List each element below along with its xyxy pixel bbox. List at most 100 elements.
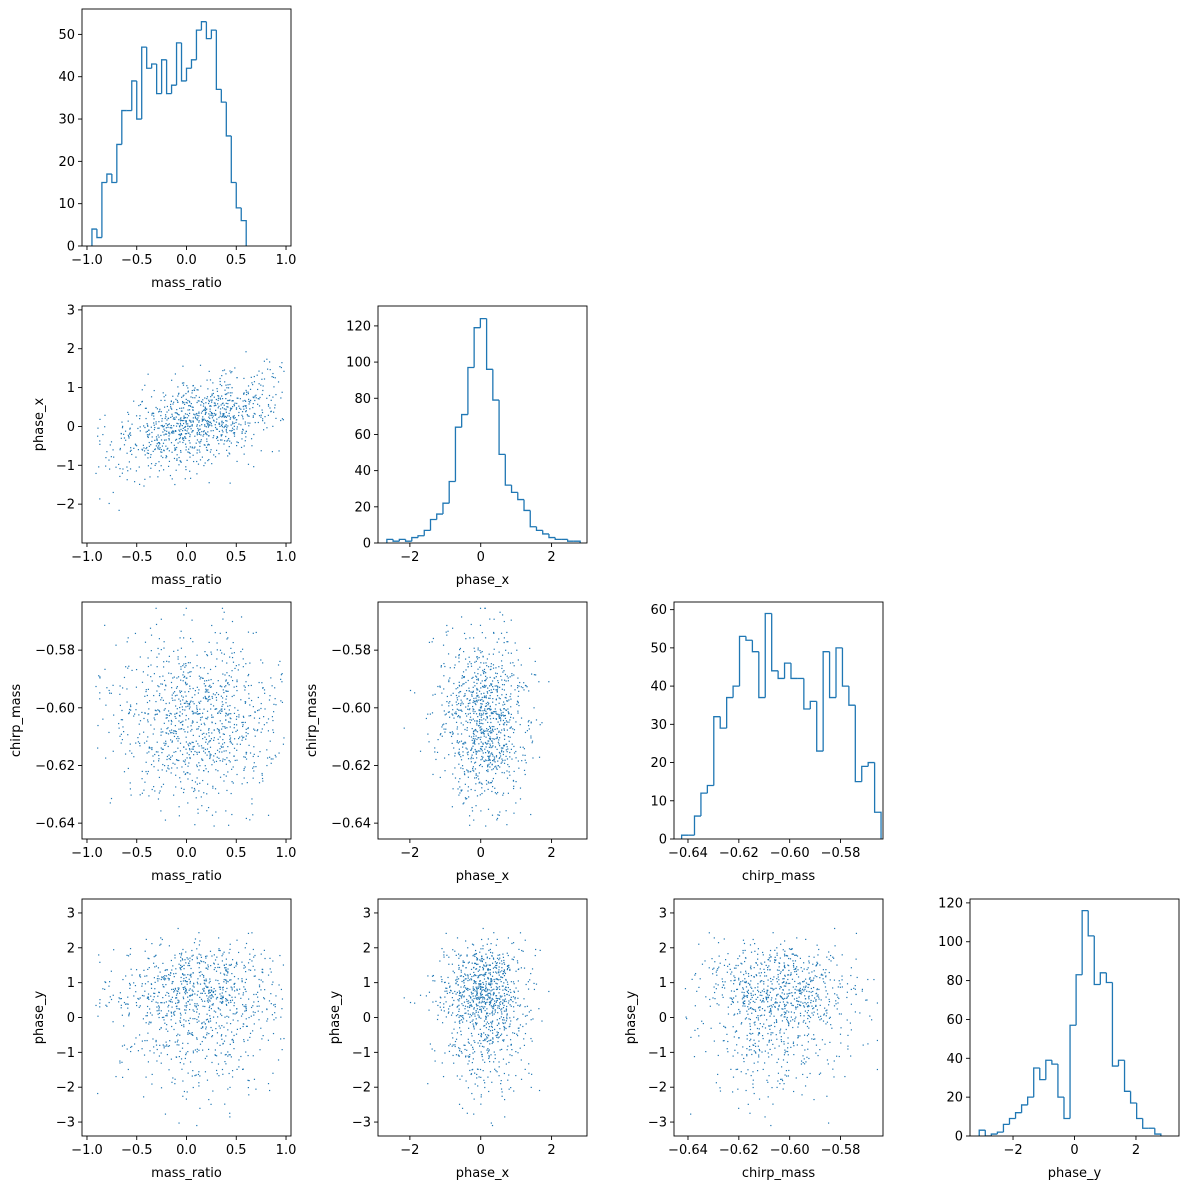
scatter-point (178, 419, 180, 421)
scatter-point (182, 438, 184, 440)
scatter-point (238, 664, 240, 666)
scatter-point (457, 1014, 459, 1016)
scatter-point (213, 962, 215, 964)
scatter-point (228, 1054, 230, 1056)
scatter-point (244, 399, 246, 402)
scatter-point (228, 684, 230, 686)
scatter-point (497, 998, 499, 1000)
scatter-point (152, 450, 154, 452)
scatter-point (484, 1038, 486, 1040)
scatter-point (201, 430, 203, 433)
scatter-point (198, 411, 200, 413)
scatter-point (236, 759, 238, 761)
scatter-point (123, 444, 126, 446)
scatter-point (193, 754, 195, 756)
scatter-point (235, 408, 238, 410)
scatter-point (488, 1028, 490, 1031)
scatter-point (243, 453, 245, 455)
scatter-point (138, 404, 140, 407)
scatter-point (195, 797, 197, 799)
scatter-point (489, 766, 491, 768)
scatter-point (180, 1014, 182, 1016)
scatter-point (147, 688, 150, 690)
scatter-point (239, 398, 241, 400)
y-tick-label: 0 (659, 833, 667, 848)
axes-frame (81, 305, 292, 544)
scatter-point (225, 1063, 227, 1065)
scatter-point (525, 762, 527, 764)
scatter-point (218, 1025, 220, 1027)
scatter-point (112, 684, 114, 686)
scatter-point (175, 1056, 177, 1058)
scatter-point (177, 386, 179, 388)
scatter-point (233, 652, 235, 654)
scatter-point (204, 698, 207, 700)
scatter-point (266, 1018, 269, 1020)
scatter-point (503, 715, 506, 717)
scatter-point (174, 695, 177, 697)
scatter-point (150, 463, 153, 465)
scatter-point (147, 452, 150, 455)
scatter-point (226, 1004, 228, 1006)
scatter-point (160, 943, 162, 945)
scatter-point (186, 700, 188, 703)
scatter-point (211, 764, 213, 766)
scatter-point (213, 990, 215, 993)
scatter-point (105, 1004, 107, 1006)
scatter-point (223, 404, 225, 406)
scatter-point (268, 394, 271, 397)
scatter-point (500, 747, 503, 749)
scatter-point (225, 963, 227, 965)
scatter-point (165, 1045, 167, 1047)
scatter-point (266, 427, 268, 429)
scatter-point (226, 690, 228, 692)
scatter-point (500, 762, 502, 764)
scatter-point (148, 445, 150, 447)
scatter-point (217, 738, 219, 740)
y-tick-label: 30 (650, 718, 667, 733)
scatter-point (469, 719, 471, 721)
scatter-point (469, 1021, 471, 1023)
scatter-point (483, 760, 485, 762)
scatter-point (213, 739, 215, 741)
scatter-point (226, 440, 228, 442)
x-tick-label: 2 (547, 550, 555, 565)
scatter-point (254, 711, 256, 713)
scatter-point (179, 1012, 182, 1014)
scatter-point (524, 759, 526, 761)
scatter-point (478, 709, 480, 711)
scatter-point (267, 1083, 270, 1085)
scatter-point (208, 982, 210, 984)
scatter-point (505, 1008, 507, 1010)
scatter-point (237, 441, 239, 444)
scatter-point (119, 735, 121, 737)
scatter-point (163, 1045, 165, 1047)
scatter-point (268, 1000, 271, 1002)
scatter-point (203, 418, 205, 420)
scatter-point (495, 793, 498, 795)
scatter-point (171, 767, 173, 769)
scatter-point (175, 439, 177, 441)
scatter-point (158, 638, 160, 640)
scatter-point (99, 1002, 101, 1004)
scatter-point (167, 417, 170, 419)
y-axis-label: chirp_mass (305, 684, 320, 757)
axes-frame (377, 305, 588, 544)
scatter-point (502, 759, 504, 762)
scatter-point (506, 675, 508, 677)
scatter-point (200, 960, 202, 962)
scatter-point (127, 470, 129, 472)
scatter-point (192, 741, 194, 744)
scatter-point (506, 641, 508, 643)
scatter-point (459, 709, 461, 711)
scatter-point (501, 1003, 504, 1005)
scatter-point (209, 421, 212, 423)
scatter-point (498, 1075, 500, 1077)
scatter-point (240, 997, 242, 999)
scatter-point (485, 1018, 487, 1020)
scatter-point (272, 731, 275, 734)
scatter-point (208, 1032, 210, 1035)
scatter-point (154, 448, 156, 450)
scatter-point (231, 999, 234, 1001)
scatter-point (153, 418, 155, 420)
